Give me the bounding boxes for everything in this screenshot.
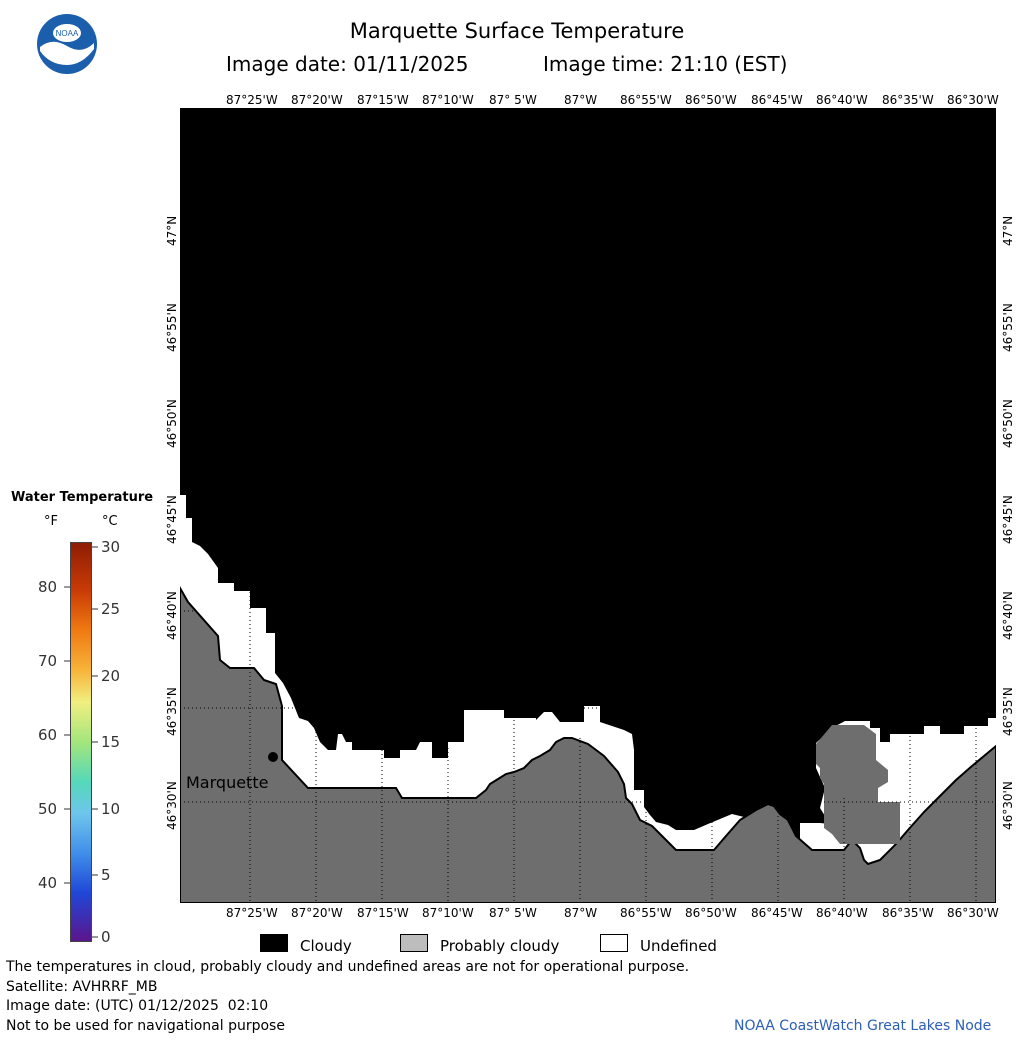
lat-tick-left: 46°45'N xyxy=(165,495,179,544)
footer-nav-note: Not to be used for navigational purpose xyxy=(6,1018,285,1034)
lon-tick-bottom: 87°10'W xyxy=(422,906,474,920)
scale-c-label: 15 xyxy=(101,733,121,751)
cloud-area xyxy=(180,108,996,838)
lon-tick-bottom: 86°35'W xyxy=(882,906,934,920)
lon-tick-bottom: 86°50'W xyxy=(685,906,737,920)
lon-tick-bottom: 87°25'W xyxy=(226,906,278,920)
scale-f-label: 60 xyxy=(38,726,58,744)
lon-tick-bottom: 86°40'W xyxy=(816,906,868,920)
city-marker xyxy=(268,752,278,762)
lon-tick-bottom: 87°W xyxy=(564,906,598,920)
lat-tick-right: 46°55'N xyxy=(1001,303,1015,352)
scale-f-label: 70 xyxy=(38,652,58,670)
scale-f-label: 80 xyxy=(38,578,58,596)
lon-tick-top: 87°W xyxy=(564,93,598,107)
scale-f-label: 50 xyxy=(38,800,58,818)
lat-tick-right: 46°30'N xyxy=(1001,781,1015,830)
image-date: Image date: 01/11/2025 xyxy=(226,52,469,76)
scale-c-label: 20 xyxy=(101,667,121,685)
lat-tick-right: 46°35'N xyxy=(1001,687,1015,736)
image-time: Image time: 21:10 (EST) xyxy=(543,52,788,76)
scale-c-label: 25 xyxy=(101,600,121,618)
footer-satellite: Satellite: AVHRRF_MB xyxy=(6,979,158,995)
unit-fahrenheit: °F xyxy=(44,514,58,529)
scale-title: Water Temperature xyxy=(11,490,154,505)
lat-tick-left: 46°50'N xyxy=(165,399,179,448)
unit-celsius: °C xyxy=(102,514,118,529)
lat-tick-right: 47°N xyxy=(1001,215,1015,246)
lon-tick-bottom: 86°55'W xyxy=(620,906,672,920)
legend-swatch-cloudy xyxy=(260,934,288,952)
lat-tick-right: 46°45'N xyxy=(1001,495,1015,544)
lat-tick-left: 47°N xyxy=(165,215,179,246)
lat-tick-left: 46°40'N xyxy=(165,591,179,640)
lon-tick-bottom: 86°30'W xyxy=(947,906,999,920)
lat-tick-right: 46°50'N xyxy=(1001,399,1015,448)
footer-note: The temperatures in cloud, probably clou… xyxy=(6,959,690,975)
page-title: Marquette Surface Temperature xyxy=(349,19,685,43)
lon-tick-top: 86°30'W xyxy=(947,93,999,107)
lon-tick-top: 86°50'W xyxy=(685,93,737,107)
scale-f-label: 40 xyxy=(38,874,58,892)
scale-c-label: 30 xyxy=(101,538,121,556)
legend-swatch-undefined xyxy=(600,934,628,952)
lat-tick-left: 46°35'N xyxy=(165,687,179,736)
lat-tick-left: 46°55'N xyxy=(165,303,179,352)
legend-label-probably-cloudy: Probably cloudy xyxy=(440,937,560,955)
lon-tick-top: 86°40'W xyxy=(816,93,868,107)
lon-tick-top: 86°35'W xyxy=(882,93,934,107)
lon-tick-bottom: 86°45'W xyxy=(751,906,803,920)
lon-tick-bottom: 87° 5'W xyxy=(489,906,537,920)
city-label: Marquette xyxy=(186,773,269,792)
lon-tick-bottom: 87°15'W xyxy=(357,906,409,920)
lon-tick-top: 86°45'W xyxy=(751,93,803,107)
svg-text:NOAA: NOAA xyxy=(56,29,79,38)
grid-lines xyxy=(180,588,996,903)
scale-c-label: 5 xyxy=(101,866,111,884)
lat-tick-left: 46°30'N xyxy=(165,781,179,830)
lon-tick-top: 87°20'W xyxy=(291,93,343,107)
legend-swatch-probably-cloudy xyxy=(400,934,428,952)
probably-cloudy-area xyxy=(816,725,900,844)
lon-tick-top: 87° 5'W xyxy=(489,93,537,107)
footer-credit[interactable]: NOAA CoastWatch Great Lakes Node xyxy=(734,1018,992,1034)
legend-label-undefined: Undefined xyxy=(640,937,717,955)
lon-tick-top: 87°10'W xyxy=(422,93,474,107)
footer-utc-date: Image date: (UTC) 01/12/2025 02:10 xyxy=(6,998,269,1014)
lon-tick-bottom: 87°20'W xyxy=(291,906,343,920)
noaa-logo: NOAA xyxy=(37,14,97,74)
scale-ticks xyxy=(64,546,98,938)
color-scale-bar xyxy=(70,542,92,942)
temperature-map xyxy=(180,108,996,903)
legend-label-cloudy: Cloudy xyxy=(300,937,352,955)
lon-tick-top: 87°25'W xyxy=(226,93,278,107)
scale-c-label: 10 xyxy=(101,800,121,818)
lon-tick-top: 86°55'W xyxy=(620,93,672,107)
lon-tick-top: 87°15'W xyxy=(357,93,409,107)
lat-tick-right: 46°40'N xyxy=(1001,591,1015,640)
probably-cloudy-area xyxy=(180,585,996,903)
scale-c-label: 0 xyxy=(101,928,111,946)
